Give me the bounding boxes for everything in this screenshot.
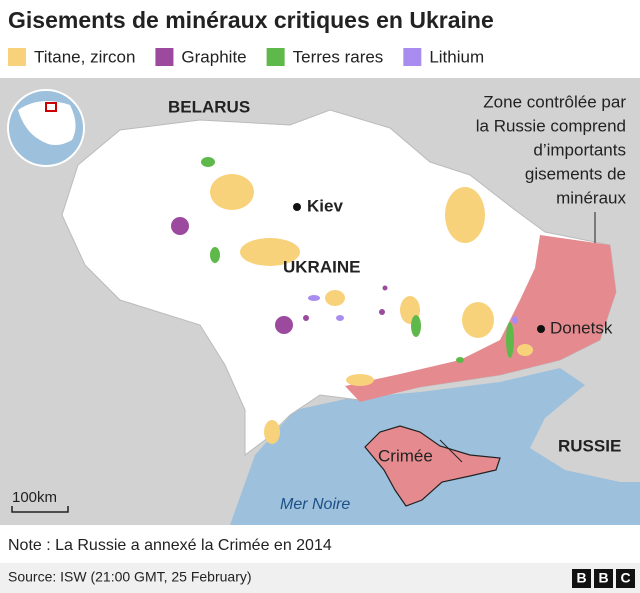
annotation-line: la Russie comprend [476,116,626,135]
legend-label: Titane, zircon [34,47,135,66]
legend-label: Terres rares [293,47,384,66]
legend-swatch [403,48,422,66]
legend-swatch [266,48,285,66]
logo-letter: C [620,570,630,586]
title: Gisements de minéraux critiques en Ukrai… [8,7,494,33]
legend-label: Graphite [181,47,246,66]
deposit [445,187,485,243]
deposit [512,316,518,324]
deposit [379,309,385,315]
legend-label: Lithium [429,47,484,66]
footer-bar [0,563,640,593]
annotation-line: Zone contrôlée par [483,92,626,111]
legend: Titane, zircon Graphite Terres rares Lithiu… [8,47,484,66]
annotation-line: d’importants [533,140,626,159]
scale-bar [11,506,69,513]
annotation-line: minéraux [556,188,626,207]
deposit [171,217,189,235]
logo-block [616,569,635,588]
region-label: Crimée [378,446,433,465]
country-label: UKRAINE [283,257,360,276]
globe-marker [45,102,57,112]
scale-label: 100km [12,489,57,506]
logo-block [572,569,591,588]
logo-letter: B [598,570,608,586]
deposit [517,344,533,356]
deposit [264,420,280,444]
crimea [364,425,501,507]
country-label: RUSSIE [558,436,621,455]
deposit [303,315,309,321]
deposit [308,295,320,301]
deposit [240,238,300,266]
occupied-area [345,235,616,402]
deposit [325,290,345,306]
map: Kiev Donetsk BELARUS UKRAINE RUSSIE Crim… [0,78,640,525]
sea-label: Mer Noire [280,496,350,513]
deposit [275,316,293,334]
city-dot [537,325,545,333]
annotation-line: gisements de [525,164,626,183]
deposit [456,357,464,363]
city-dot [293,203,301,211]
city-label: Donetsk [550,318,613,337]
legend-swatch [155,48,174,66]
country-label: BELARUS [168,97,250,116]
annotation: Zone contrôlée par la Russie comprend d’im… [476,92,627,207]
leader-line [439,439,463,463]
deposit [382,285,388,291]
deposit [201,157,215,167]
logo-letter: B [576,570,586,586]
note: Note : La Russie a annexé la Crimée en 2… [8,537,332,554]
city-label: Kiev [307,196,343,215]
deposit [506,322,514,358]
source: Source: ISW (21:00 GMT, 25 February) [8,569,252,585]
deposit [411,315,421,337]
deposit [462,302,494,338]
legend-swatch [8,48,26,66]
deposit [210,247,220,263]
deposit [346,374,374,386]
deposit [210,174,254,210]
deposits [171,157,533,444]
globe-land [18,101,76,145]
deposit [336,315,344,321]
logo-block [594,569,613,588]
